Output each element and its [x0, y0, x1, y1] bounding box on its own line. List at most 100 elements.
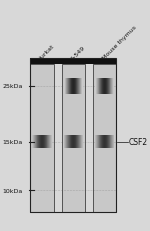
Bar [64, 79, 65, 95]
Bar [78, 136, 79, 149]
Bar [112, 79, 113, 95]
Bar [39, 136, 40, 149]
Bar [97, 136, 98, 149]
Text: 15kDa: 15kDa [3, 140, 23, 145]
Bar [105, 79, 106, 95]
Bar [110, 79, 111, 95]
Bar [100, 79, 101, 95]
Bar [71, 79, 72, 95]
Bar [96, 79, 97, 95]
Bar [77, 136, 78, 149]
Bar [69, 79, 70, 95]
Bar [72, 136, 73, 149]
Bar [64, 136, 65, 149]
Bar [82, 79, 83, 95]
Bar [81, 79, 82, 95]
Bar [48, 136, 49, 149]
Bar [110, 136, 111, 149]
Text: CSF2: CSF2 [129, 138, 148, 146]
Bar [103, 136, 104, 149]
Bar [68, 79, 69, 95]
Bar [99, 136, 100, 149]
Bar [107, 136, 108, 149]
Bar [108, 136, 109, 149]
Bar [97, 79, 98, 95]
Bar [101, 136, 102, 149]
Bar [113, 79, 114, 95]
Bar [76, 79, 77, 95]
Bar [34, 136, 35, 149]
Bar [70, 136, 71, 149]
Bar [46, 136, 47, 149]
Bar [36, 136, 37, 149]
Text: Mouse thymus: Mouse thymus [101, 25, 137, 61]
Bar [106, 79, 107, 95]
Bar [78, 79, 79, 95]
Bar [44, 136, 45, 149]
Bar [113, 136, 114, 149]
Bar [102, 79, 103, 95]
Bar [45, 136, 46, 149]
Bar [51, 136, 52, 149]
Bar [67, 136, 68, 149]
Bar [30, 59, 116, 213]
Text: 10kDa: 10kDa [3, 188, 23, 193]
Bar [98, 136, 99, 149]
Bar [74, 136, 75, 149]
Bar [40, 136, 41, 149]
Text: A-549: A-549 [70, 45, 86, 61]
Bar [111, 79, 112, 95]
FancyBboxPatch shape [30, 65, 54, 213]
Bar [74, 79, 75, 95]
Bar [47, 136, 48, 149]
Bar [66, 136, 67, 149]
Bar [80, 79, 81, 95]
Bar [76, 136, 77, 149]
Bar [72, 79, 73, 95]
Bar [41, 136, 42, 149]
Bar [71, 136, 72, 149]
Bar [37, 136, 38, 149]
Bar [104, 79, 105, 95]
Bar [107, 79, 108, 95]
Bar [70, 79, 71, 95]
Bar [33, 136, 34, 149]
Bar [81, 136, 82, 149]
Text: 25kDa: 25kDa [3, 84, 23, 89]
FancyBboxPatch shape [62, 65, 85, 213]
Bar [66, 79, 67, 95]
Bar [98, 79, 99, 95]
Bar [65, 136, 66, 149]
Bar [80, 136, 81, 149]
Bar [105, 136, 106, 149]
Bar [101, 79, 102, 95]
Bar [79, 79, 80, 95]
Bar [109, 136, 110, 149]
Bar [50, 136, 51, 149]
Bar [106, 136, 107, 149]
Bar [73, 79, 74, 95]
Bar [68, 136, 69, 149]
Bar [77, 79, 78, 95]
Text: Jurkat: Jurkat [38, 45, 55, 61]
Bar [95, 79, 96, 95]
Bar [100, 136, 101, 149]
Bar [103, 136, 104, 149]
Bar [103, 79, 104, 95]
Bar [75, 79, 76, 95]
Bar [111, 136, 112, 149]
Bar [99, 79, 100, 95]
Bar [104, 136, 105, 149]
Bar [108, 79, 109, 95]
Bar [112, 136, 113, 149]
Bar [103, 79, 104, 95]
Bar [96, 136, 97, 149]
Bar [35, 136, 36, 149]
Bar [73, 136, 74, 149]
Bar [82, 136, 83, 149]
Bar [79, 136, 80, 149]
Bar [49, 136, 50, 149]
Bar [102, 136, 103, 149]
Bar [38, 136, 39, 149]
Bar [69, 136, 70, 149]
